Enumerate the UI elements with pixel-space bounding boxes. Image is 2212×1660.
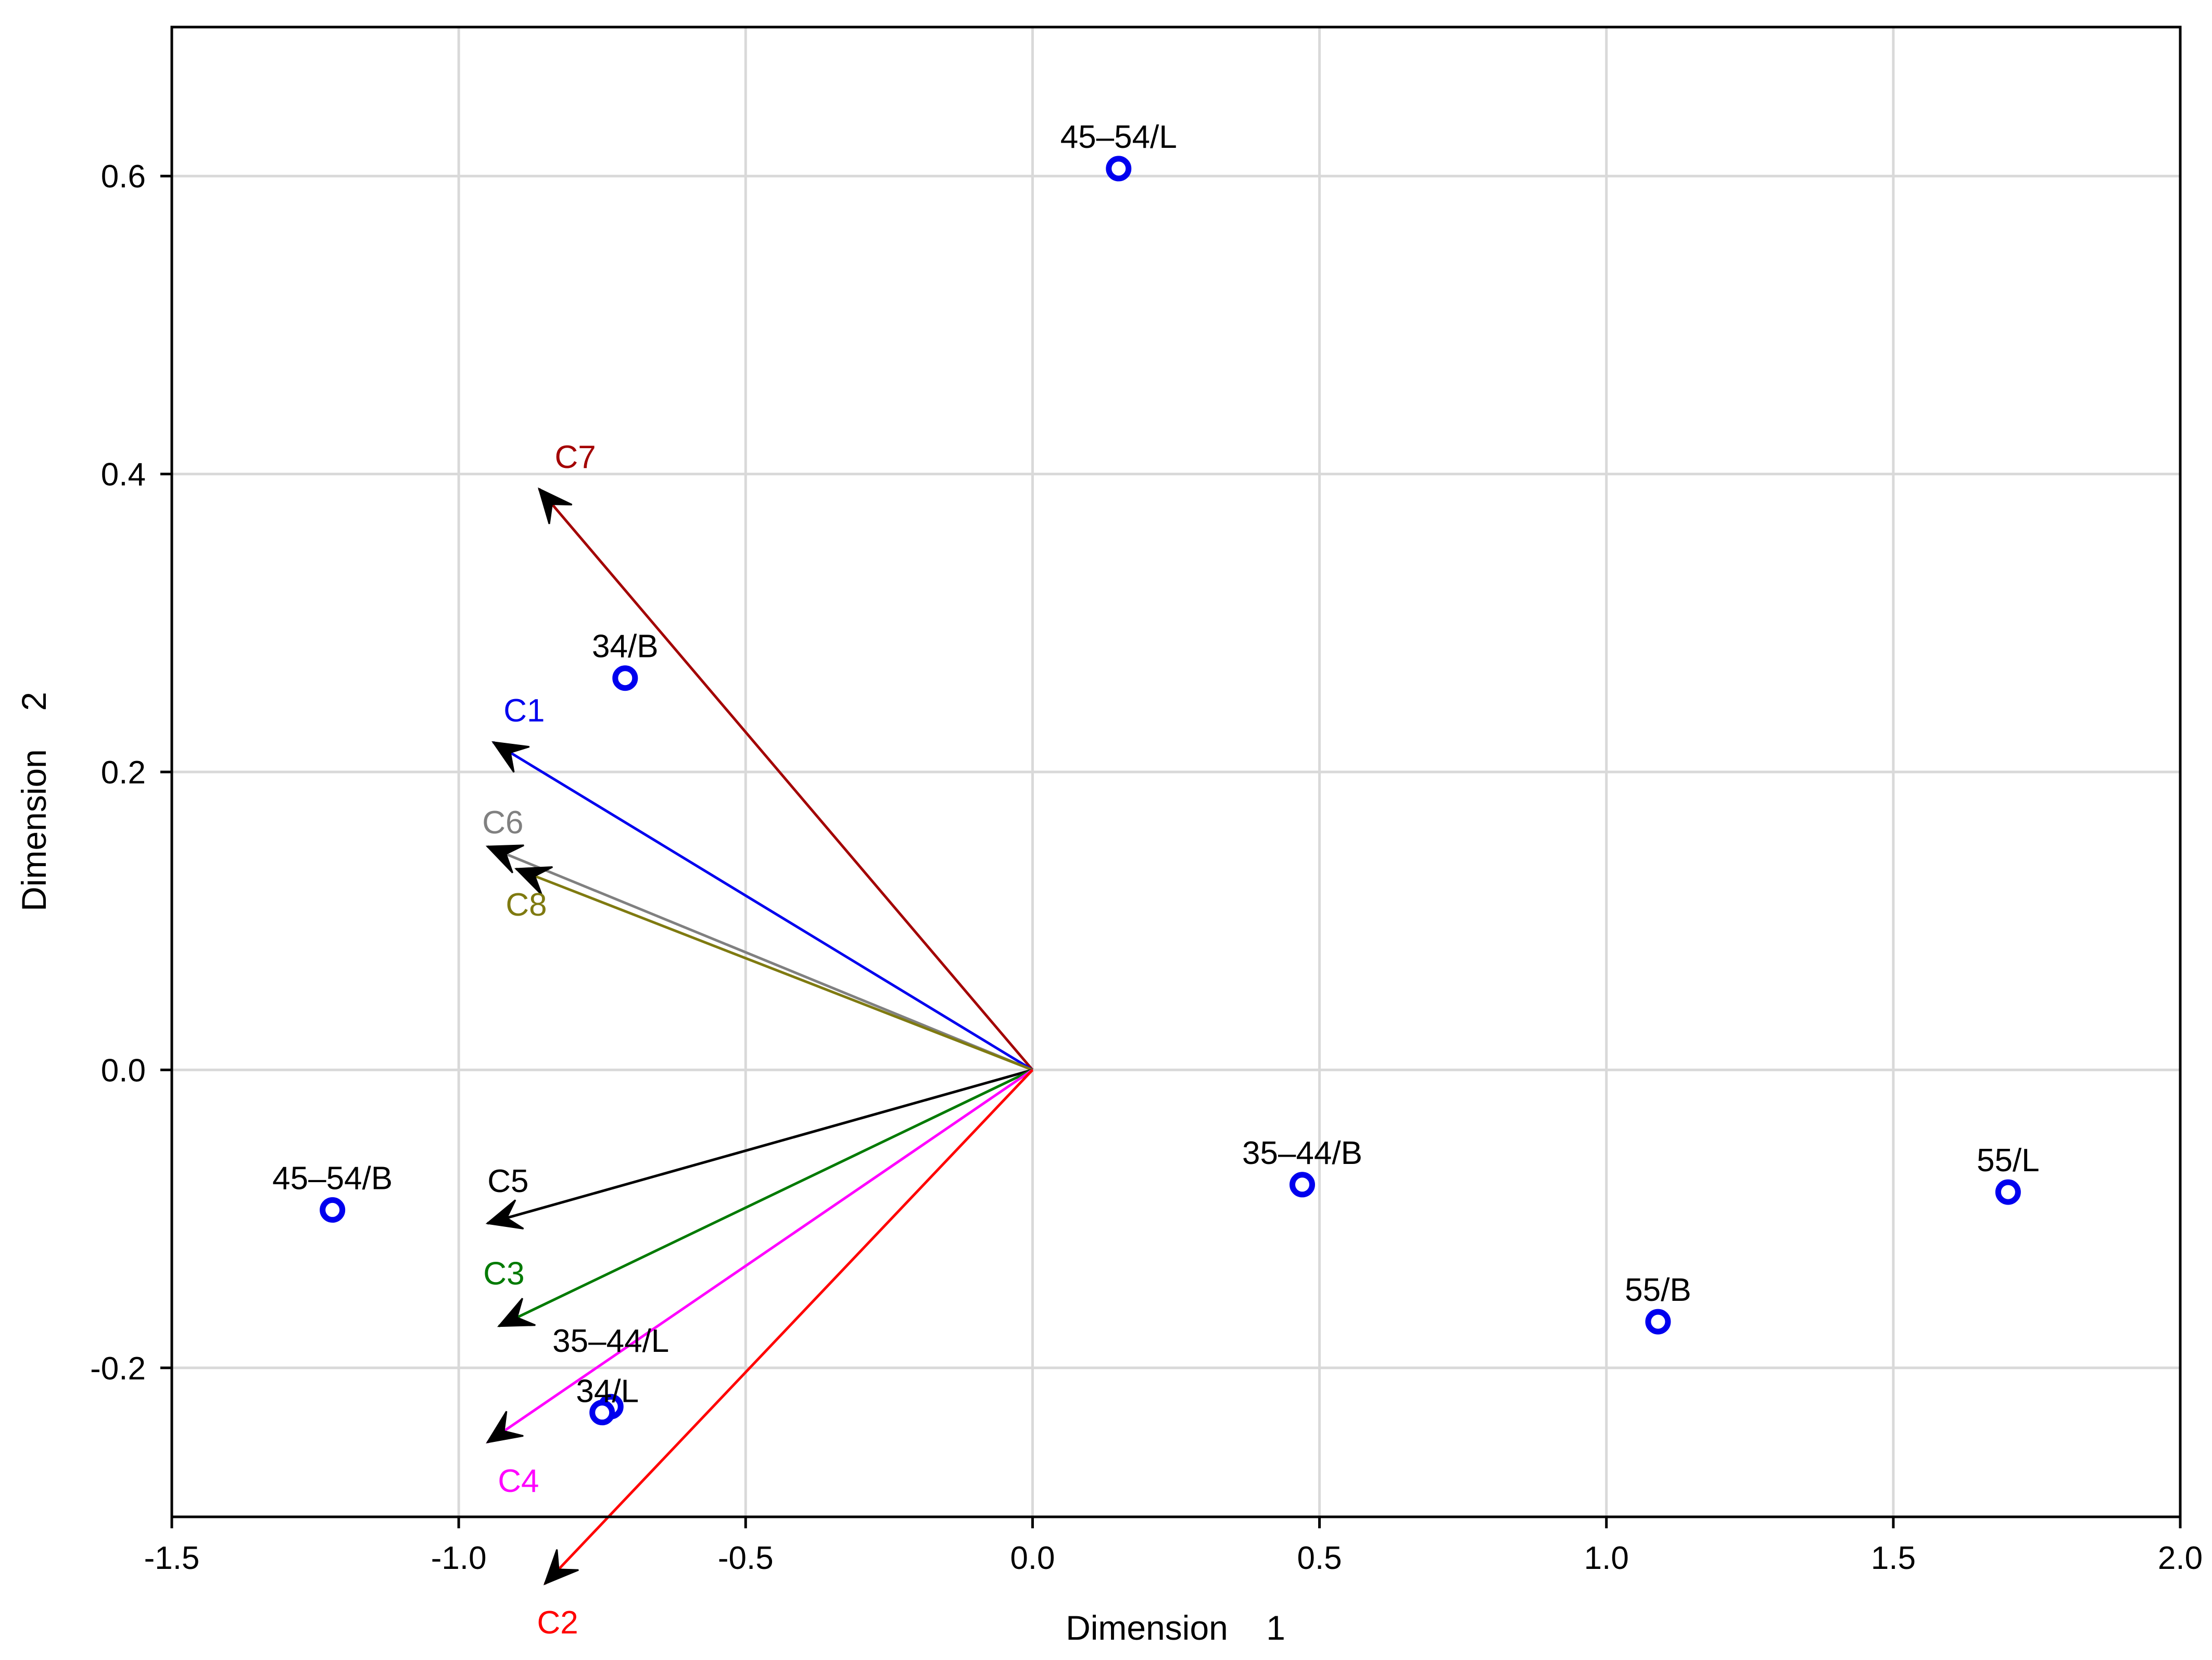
data-point bbox=[1645, 1309, 1671, 1335]
x-axis-label: Dimension 1 bbox=[1066, 1608, 1285, 1647]
data-point-label: 34/B bbox=[592, 629, 659, 665]
vector-c2-arrowhead bbox=[543, 1549, 579, 1586]
x-tick-label: -1.5 bbox=[144, 1540, 200, 1576]
tick-layer: -1.5 -1.0 -0.5 0.0 0.5 1.0 1.5 2.0 -0.2 0.0 0.2 0.4… bbox=[90, 159, 2203, 1576]
data-point bbox=[320, 1197, 346, 1223]
y-tick-label: -0.2 bbox=[90, 1351, 146, 1387]
vector-c4-line bbox=[486, 1069, 1033, 1443]
vector-c7-arrowhead bbox=[538, 487, 573, 524]
data-point-label: 35–44/B bbox=[1242, 1135, 1362, 1171]
data-point-label: 55/B bbox=[1625, 1272, 1691, 1308]
vector-c6-line bbox=[487, 845, 1033, 1071]
x-tick-label: 1.0 bbox=[1584, 1540, 1629, 1576]
vector-c6-arrowhead bbox=[485, 844, 524, 873]
vector-c3-line bbox=[498, 1069, 1033, 1327]
vector-c8-line bbox=[515, 867, 1033, 1071]
vector-layer: C7 C1 C6 C8 C5 C3 C4 C2 bbox=[482, 439, 1034, 1641]
data-point-label: 55/L bbox=[1977, 1143, 2040, 1179]
vector-c5-arrowhead bbox=[485, 1199, 524, 1230]
data-point bbox=[1106, 156, 1132, 182]
y-tick-label: 0.0 bbox=[101, 1053, 146, 1088]
vector-c4-arrowhead bbox=[486, 1411, 524, 1443]
point-layer: 45–54/L 34/B 45–54/B 35–44/B 55/L 55/B 35–44/L… bbox=[272, 119, 2040, 1426]
y-tick-label: 0.2 bbox=[101, 755, 146, 791]
data-point bbox=[589, 1400, 615, 1426]
y-axis-label: Dimension 2 bbox=[15, 692, 53, 911]
y-tick-label: 0.4 bbox=[101, 457, 146, 493]
x-tick-label: 0.5 bbox=[1297, 1540, 1342, 1576]
data-point-label: 45–54/B bbox=[272, 1160, 393, 1196]
vector-c4-label: C4 bbox=[498, 1463, 539, 1499]
vector-c3-arrowhead bbox=[497, 1298, 536, 1327]
vector-c1-arrowhead bbox=[491, 741, 530, 773]
data-point-label: 34/L bbox=[576, 1374, 639, 1410]
vector-c1-label: C1 bbox=[503, 693, 545, 729]
x-tick-label: 1.5 bbox=[1871, 1540, 1916, 1576]
vector-c5-label: C5 bbox=[487, 1163, 528, 1199]
vector-c8-label: C8 bbox=[505, 887, 547, 923]
vector-c7-line bbox=[538, 488, 1034, 1071]
vector-c3-label: C3 bbox=[483, 1256, 524, 1292]
vector-c1-line bbox=[492, 741, 1033, 1071]
x-tick-label: -0.5 bbox=[718, 1540, 774, 1576]
data-point-label: 45–54/L bbox=[1060, 119, 1177, 155]
x-tick-label: -1.0 bbox=[431, 1540, 487, 1576]
vector-c6-label: C6 bbox=[482, 805, 523, 841]
x-tick-label: 0.0 bbox=[1010, 1540, 1055, 1576]
data-point bbox=[612, 665, 638, 691]
data-point bbox=[1995, 1179, 2021, 1205]
plot-frame bbox=[170, 26, 2182, 1518]
data-point bbox=[1290, 1172, 1316, 1198]
vector-c5-line bbox=[487, 1068, 1033, 1225]
grid-layer bbox=[172, 27, 2180, 1517]
vector-c2-line bbox=[543, 1069, 1034, 1585]
vector-c2-label: C2 bbox=[537, 1605, 578, 1641]
y-tick-label: 0.6 bbox=[101, 159, 146, 195]
vector-c8-arrowhead bbox=[514, 866, 553, 895]
vector-c7-label: C7 bbox=[554, 439, 596, 475]
x-tick-label: 2.0 bbox=[2158, 1540, 2203, 1576]
data-point-label: 35–44/L bbox=[552, 1323, 669, 1359]
